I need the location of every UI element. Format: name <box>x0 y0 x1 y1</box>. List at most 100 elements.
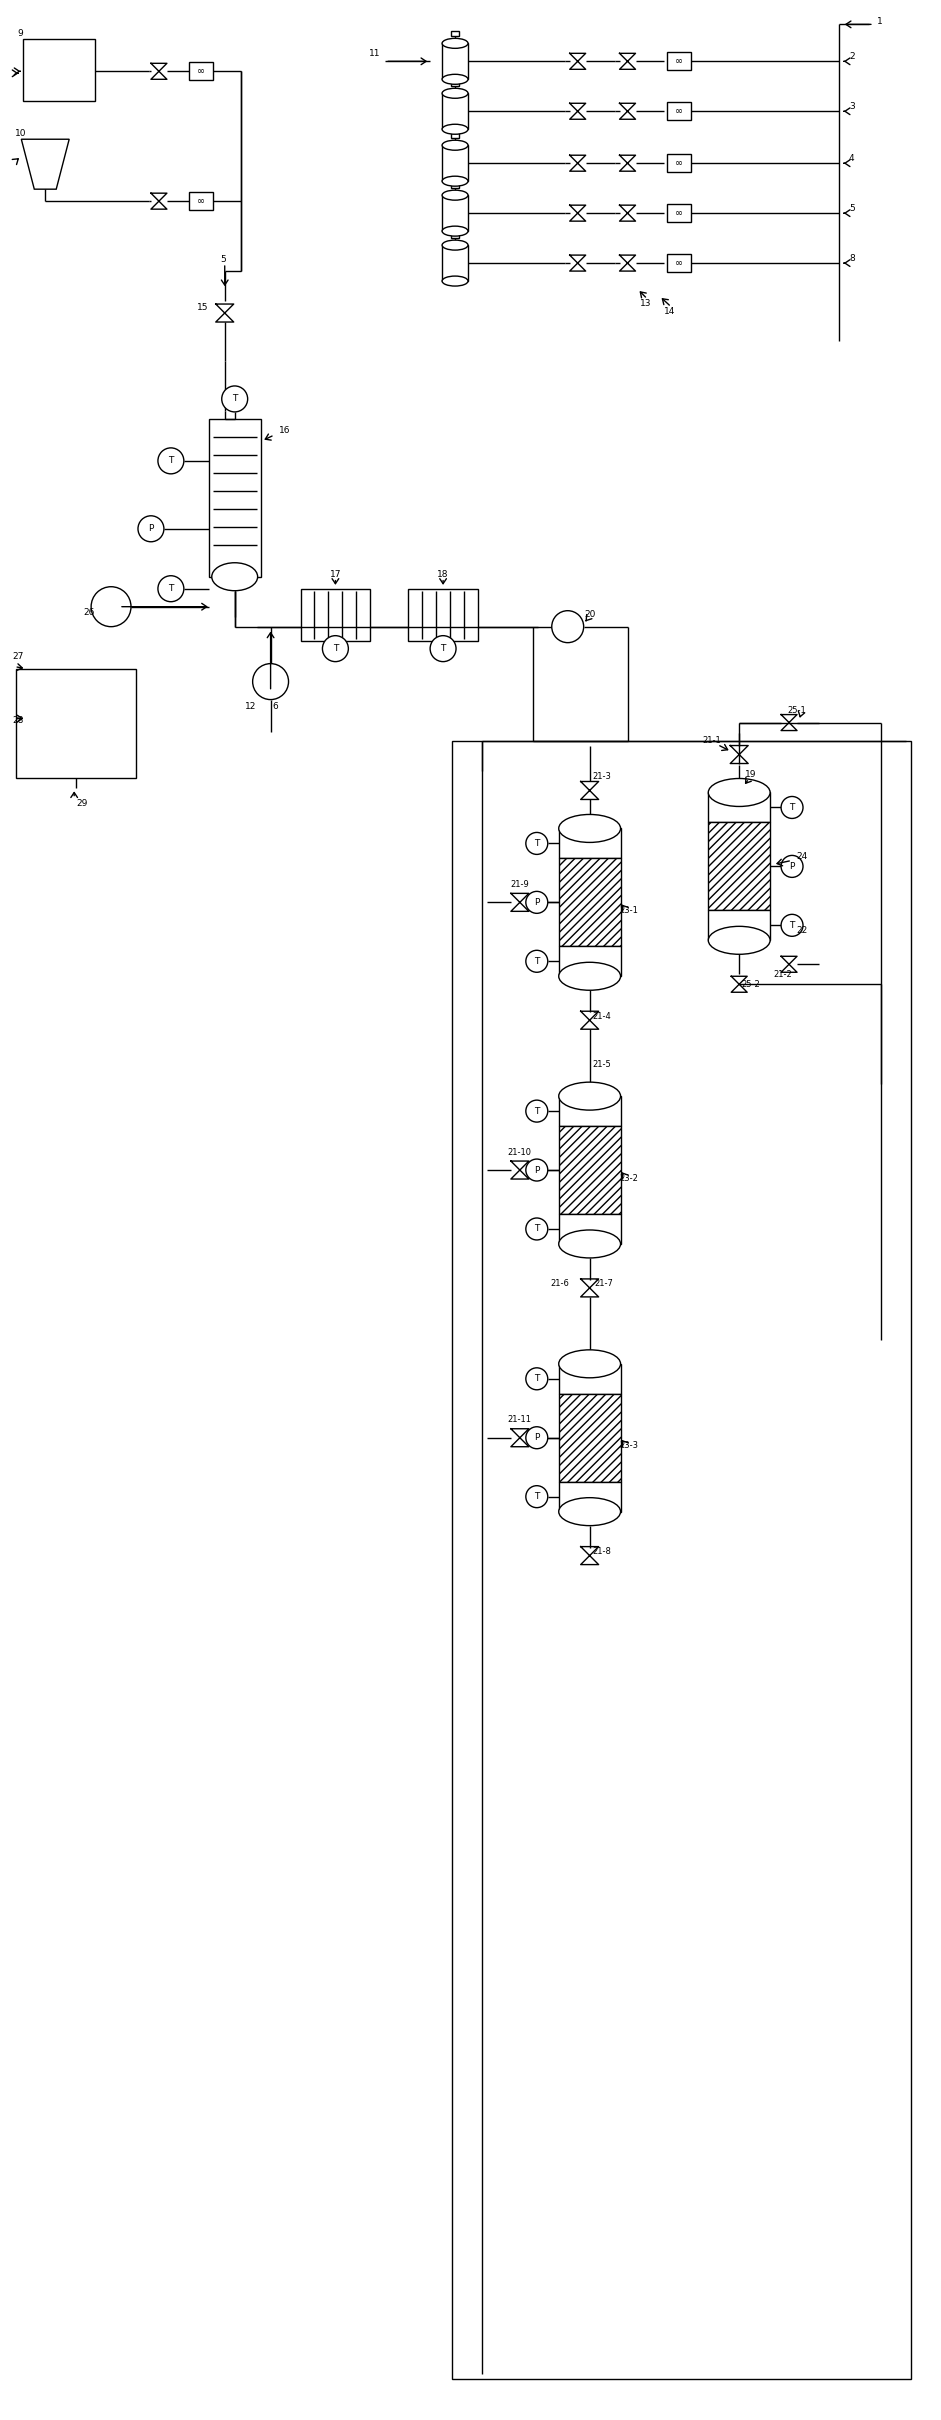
Ellipse shape <box>559 1082 620 1111</box>
Bar <box>559 1125 620 1215</box>
Bar <box>559 1365 620 1394</box>
Text: 19: 19 <box>745 770 757 779</box>
Bar <box>559 828 620 859</box>
Text: ∞: ∞ <box>676 157 683 169</box>
Circle shape <box>158 576 183 603</box>
Text: T: T <box>440 644 446 653</box>
Bar <box>667 155 692 172</box>
Circle shape <box>551 610 583 644</box>
Circle shape <box>222 385 247 411</box>
Circle shape <box>526 1367 548 1389</box>
Circle shape <box>526 1428 548 1450</box>
Polygon shape <box>22 140 70 189</box>
Bar <box>451 133 459 138</box>
Bar <box>451 184 459 189</box>
Circle shape <box>526 832 548 854</box>
Bar <box>442 44 468 80</box>
Bar <box>559 1481 620 1512</box>
Text: T: T <box>168 583 173 593</box>
Ellipse shape <box>442 140 468 150</box>
Text: 21-6: 21-6 <box>550 1280 569 1287</box>
Bar <box>709 823 770 910</box>
Text: 17: 17 <box>329 571 342 578</box>
Circle shape <box>430 636 456 661</box>
Circle shape <box>526 891 548 912</box>
Circle shape <box>323 636 348 661</box>
Bar <box>709 910 770 941</box>
Text: P: P <box>789 862 795 871</box>
Ellipse shape <box>442 87 468 99</box>
Ellipse shape <box>559 816 620 842</box>
Text: 27: 27 <box>12 651 24 661</box>
Text: ∞: ∞ <box>676 208 683 218</box>
Circle shape <box>526 1486 548 1508</box>
Bar <box>559 1215 620 1244</box>
Text: 21-11: 21-11 <box>508 1416 532 1425</box>
Bar <box>442 244 468 281</box>
Text: P: P <box>149 525 153 532</box>
Text: 21-10: 21-10 <box>508 1147 532 1157</box>
Ellipse shape <box>442 225 468 237</box>
Ellipse shape <box>442 276 468 286</box>
Text: 25-1: 25-1 <box>788 707 806 714</box>
Text: 9: 9 <box>17 29 24 39</box>
Bar <box>559 859 620 946</box>
Bar <box>667 102 692 121</box>
Ellipse shape <box>442 39 468 48</box>
Text: 20: 20 <box>584 610 596 620</box>
Circle shape <box>781 854 803 878</box>
Text: T: T <box>789 803 795 813</box>
Circle shape <box>91 586 131 627</box>
Text: P: P <box>534 1166 539 1174</box>
Text: 4: 4 <box>849 155 854 162</box>
Bar <box>300 588 371 641</box>
Ellipse shape <box>709 927 770 953</box>
Circle shape <box>526 1159 548 1181</box>
Text: 18: 18 <box>438 571 449 578</box>
Text: ∞: ∞ <box>197 196 205 206</box>
Text: 2: 2 <box>849 51 854 60</box>
Text: T: T <box>534 840 539 847</box>
Text: ∞: ∞ <box>676 56 683 65</box>
Text: ∞: ∞ <box>197 65 205 77</box>
Ellipse shape <box>442 75 468 85</box>
Bar <box>442 196 468 232</box>
Circle shape <box>138 515 164 542</box>
Text: P: P <box>534 1433 539 1442</box>
Text: 8: 8 <box>849 254 854 264</box>
Bar <box>442 145 468 182</box>
Text: T: T <box>232 394 237 404</box>
Ellipse shape <box>442 191 468 201</box>
Text: T: T <box>168 457 173 465</box>
Text: 21-7: 21-7 <box>594 1280 613 1287</box>
Text: 21-3: 21-3 <box>592 772 611 782</box>
Bar <box>709 791 770 823</box>
Bar <box>442 94 468 128</box>
Text: 23-3: 23-3 <box>619 1442 638 1450</box>
Text: 14: 14 <box>664 307 676 315</box>
Text: T: T <box>534 956 539 966</box>
Ellipse shape <box>559 1350 620 1377</box>
Text: ∞: ∞ <box>676 106 683 116</box>
Bar <box>559 946 620 975</box>
Ellipse shape <box>559 963 620 990</box>
Bar <box>559 1394 620 1481</box>
Bar <box>16 668 136 779</box>
Circle shape <box>526 1101 548 1123</box>
Text: 25-2: 25-2 <box>742 980 760 990</box>
Ellipse shape <box>709 779 770 806</box>
Bar <box>559 1096 620 1125</box>
Text: 5: 5 <box>221 254 227 264</box>
Text: 21-1: 21-1 <box>702 736 721 745</box>
Text: 21-8: 21-8 <box>592 1546 611 1556</box>
Text: 29: 29 <box>76 799 88 808</box>
Circle shape <box>526 951 548 973</box>
Bar <box>451 82 459 87</box>
Circle shape <box>252 663 289 699</box>
Text: T: T <box>534 1225 539 1234</box>
Ellipse shape <box>442 123 468 133</box>
Text: T: T <box>534 1375 539 1384</box>
Circle shape <box>781 915 803 937</box>
Bar <box>667 203 692 223</box>
Ellipse shape <box>212 564 258 590</box>
